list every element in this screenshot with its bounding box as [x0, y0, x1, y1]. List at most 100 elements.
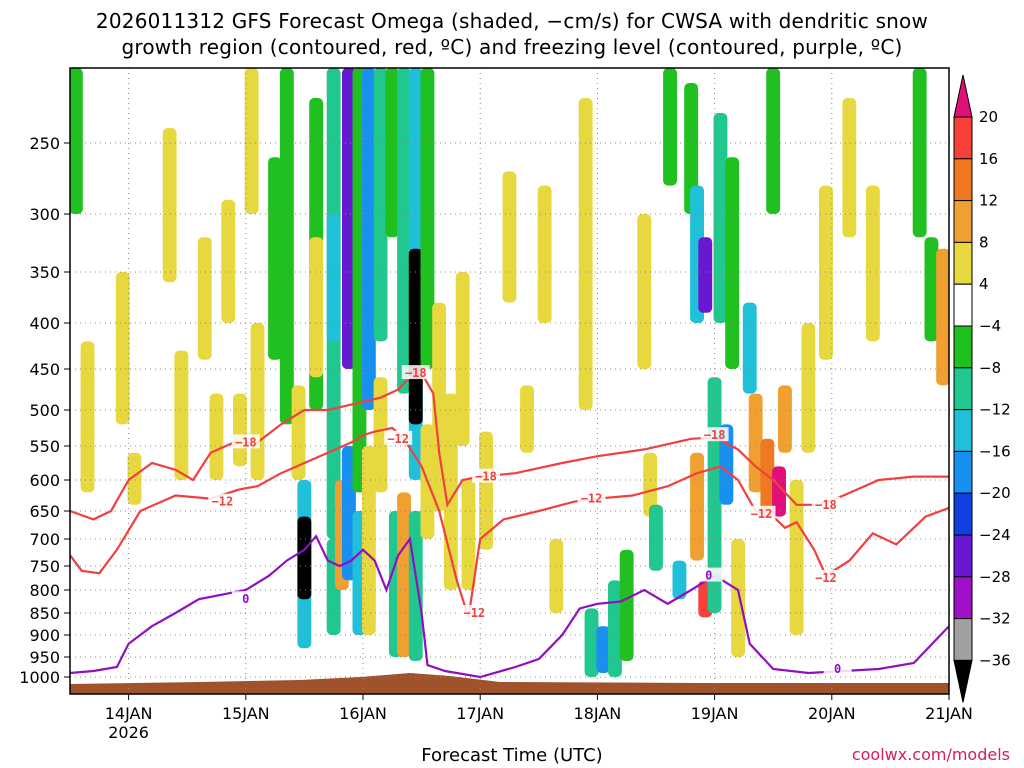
y-tick-label: 250	[29, 134, 60, 153]
omega-cell-27	[361, 68, 376, 410]
omega-cell-78	[842, 98, 857, 238]
chart-title: 2026011312 GFS Forecast Omega (shaded, −…	[0, 8, 1024, 60]
omega-cell-18	[309, 237, 324, 378]
omega-cell-2	[115, 272, 130, 425]
omega-cell-61	[698, 237, 713, 313]
colorbar-label: −36	[979, 651, 1011, 669]
omega-cell-8	[221, 199, 236, 323]
omega-cell-70	[748, 393, 763, 493]
y-tick-label: 450	[29, 360, 60, 379]
omega-cell-33	[397, 68, 411, 394]
y-tick-label: 1000	[19, 668, 60, 687]
contour-label--18: −18	[475, 470, 497, 484]
y-tick-label: 300	[29, 205, 60, 224]
contour-label--18: −18	[704, 428, 726, 442]
colorbar-label: 4	[979, 275, 989, 293]
contour-label--12: −12	[463, 606, 485, 620]
y-tick-label: 400	[29, 314, 60, 333]
contour-label-bg	[747, 505, 776, 520]
contour-label--12: −12	[581, 492, 603, 506]
contour-label-bg	[811, 570, 840, 584]
omega-cell-81	[924, 237, 939, 342]
omega-cell-30	[373, 377, 388, 493]
omega-cell-50	[584, 608, 599, 677]
x-tick-label: 16JAN	[339, 704, 387, 723]
omega-cell-44	[479, 431, 493, 550]
omega-cell-59	[684, 83, 699, 214]
omega-cell-42	[455, 272, 470, 446]
terrain-fill	[70, 673, 949, 694]
x-tick-label: 20JAN	[808, 704, 856, 723]
omega-cell-76	[801, 323, 816, 453]
x-tick-label: 17JAN	[456, 704, 504, 723]
omega-cell-7	[209, 393, 224, 480]
x-tick-label: 14JAN	[105, 704, 153, 723]
x-axis-title: Forecast Time (UTC)	[421, 745, 603, 766]
y-tick-label: 900	[29, 626, 60, 645]
omega-cell-20	[326, 214, 341, 342]
omega-cell-52	[608, 580, 622, 677]
omega-cell-73	[778, 385, 792, 453]
omega-cell-11	[250, 323, 265, 480]
omega-cell-45	[502, 171, 517, 303]
y-tick-label: 350	[29, 263, 60, 282]
colorbar-swatch	[953, 534, 973, 578]
plot-frame	[69, 67, 950, 695]
contour-label-bg	[384, 430, 413, 445]
colorbar-swatch	[953, 492, 973, 536]
colorbar-swatch	[953, 325, 973, 369]
contour-line--18	[70, 371, 949, 521]
x-tick-label: 18JAN	[574, 704, 622, 723]
contour-label--12: −12	[387, 432, 409, 446]
omega-cell-0	[70, 68, 83, 214]
omega-cell-80	[912, 68, 927, 238]
colorbar-swatch	[953, 409, 973, 452]
colorbar-label: −28	[979, 568, 1011, 586]
contour-label-bg	[460, 605, 489, 619]
contour-label--12: −12	[751, 507, 773, 521]
colorbar-label: 16	[979, 150, 998, 168]
contour-line-0	[70, 534, 949, 679]
omega-cell-5	[174, 350, 189, 480]
x-tick-label: 19JAN	[691, 704, 739, 723]
omega-cell-54	[637, 214, 652, 369]
x-tick-year: 2026	[108, 723, 149, 742]
omega-cell-75	[789, 480, 804, 635]
omega-cell-68	[731, 539, 745, 657]
y-tick-label: 650	[29, 502, 60, 521]
y-tick-label: 500	[29, 401, 60, 420]
contour-label-0: 0	[834, 662, 841, 676]
colorbar-label: 8	[979, 233, 989, 251]
colorbar-swatch	[953, 241, 973, 285]
omega-cell-56	[649, 504, 663, 571]
omega-cell-43	[461, 480, 476, 590]
contour-label--12: −12	[212, 495, 234, 509]
omega-shading	[70, 68, 949, 677]
colorbar-swatch	[953, 450, 973, 494]
omega-cell-53	[619, 549, 634, 661]
credit-link[interactable]: coolwx.com/models	[851, 745, 1010, 764]
omega-cell-29	[373, 68, 388, 342]
y-tick-label: 850	[29, 604, 60, 623]
omega-cell-57	[663, 68, 677, 186]
contour-line--12	[70, 426, 949, 618]
colorbar-label: −4	[979, 317, 1001, 335]
omega-cell-46	[520, 385, 534, 453]
y-axis: 250 300 350 400 450 500 550 600 650 700 750 800 850 9…	[19, 134, 70, 687]
contour-label-bg	[577, 490, 606, 505]
contours: −18 −18 −18 −18 −18 −12 −12 −12 −12 −12 −12 0 0 0	[70, 365, 949, 679]
omega-cell-47	[537, 185, 552, 323]
y-tick-label: 700	[29, 530, 60, 549]
omega-cell-9	[233, 393, 247, 467]
y-tick-label: 600	[29, 471, 60, 490]
contour-label--18: −18	[235, 435, 257, 449]
colorbar-label: −32	[979, 610, 1011, 628]
y-tick-label: 800	[29, 581, 60, 600]
omega-cell-72	[772, 466, 786, 517]
omega-cell-62	[690, 452, 704, 561]
omega-cell-6	[197, 237, 212, 360]
omega-cell-28	[361, 446, 376, 635]
colorbar: 20 16 12 8 4 −4 −8 −12 −16 −20 −24 −28 −32 −36	[953, 74, 1011, 703]
y-tick-label: 750	[29, 557, 60, 576]
